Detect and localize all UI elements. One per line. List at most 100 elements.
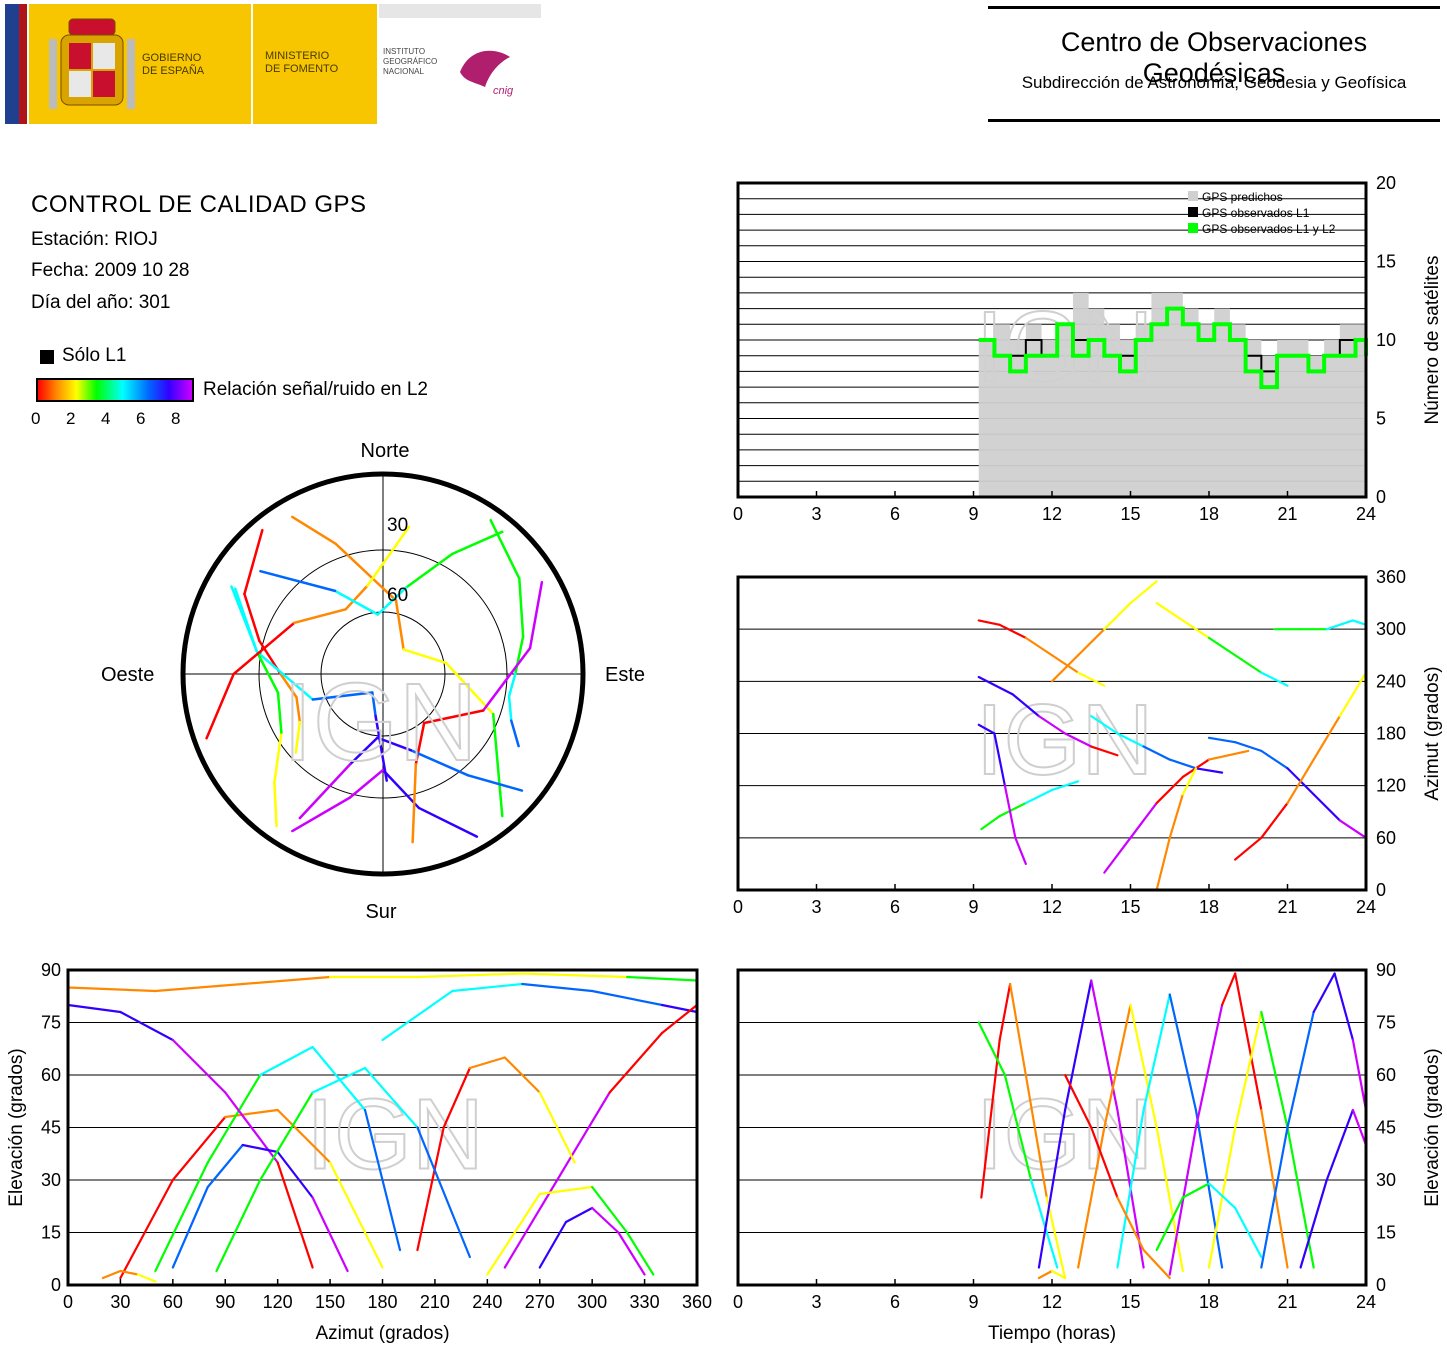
data-track-segment: [1351, 619, 1368, 626]
data-track-segment: [119, 1010, 174, 1042]
data-track-segment: [1024, 788, 1054, 805]
legend-entry: GPS predichos: [1202, 190, 1283, 204]
skyplot-track-segment: [243, 528, 264, 596]
skyplot-track-segment: [409, 748, 470, 777]
skyplot-track-segment: [376, 736, 412, 752]
data-track-segment: [1338, 819, 1368, 839]
data-track-segment: [1325, 619, 1355, 631]
data-track-segment: [503, 1178, 559, 1269]
colorbar-tick: 8: [171, 409, 181, 428]
colorbar-tick: 0: [31, 409, 41, 428]
data-track-segment: [1207, 736, 1237, 744]
center-title: Centro de Observaciones Geodésicas: [1060, 27, 1368, 88]
skyplot-track-segment: [294, 720, 302, 754]
data-track-segment: [1037, 1269, 1054, 1280]
gov-yellow-block: GOBIERNO DE ESPAÑA: [29, 4, 251, 124]
data-track-segment: [1312, 793, 1341, 822]
l1-only-label: Sólo L1: [62, 345, 127, 366]
x-tick-label: 6: [890, 504, 900, 524]
watermark-text: IGN: [976, 1078, 1154, 1190]
data-track-segment: [1234, 1010, 1263, 1129]
data-track-segment: [154, 1161, 209, 1273]
y-tick-label: 75: [1376, 1013, 1396, 1033]
data-track-segment: [1077, 628, 1106, 657]
y-tick-label: 60: [1376, 1065, 1396, 1085]
data-track-segment: [1312, 972, 1336, 1014]
gov-line2: DE ESPAÑA: [142, 65, 205, 77]
l1-only-swatch: [40, 350, 54, 364]
cnig-text: cnig: [493, 85, 514, 97]
colorbar-tick: 2: [66, 409, 76, 428]
y-tick-label: 15: [1376, 1223, 1396, 1243]
data-track-segment: [977, 675, 1014, 696]
data-track-segment: [1220, 972, 1237, 1007]
data-track-segment: [1234, 972, 1263, 1112]
watermark-text: IGN: [282, 661, 478, 784]
y-tick-label: 180: [1376, 724, 1406, 744]
skyplot-track-segment: [334, 542, 398, 602]
skyplot-track-segment: [291, 515, 337, 545]
skyplot-track-segment: [451, 530, 504, 556]
x-tick-label: 360: [682, 1292, 712, 1312]
skyplot-track-segment: [366, 525, 411, 588]
data-track-segment: [521, 982, 594, 993]
x-tick-label: 24: [1356, 897, 1376, 917]
x-tick-label: 90: [215, 1292, 235, 1312]
skyplot-track-segment: [402, 648, 448, 665]
data-track-segment: [1090, 745, 1119, 757]
data-track-segment: [1260, 1010, 1289, 1129]
x-tick-label: 9: [968, 1292, 978, 1312]
skyplot-track-segment: [422, 709, 485, 725]
data-track-segment: [1351, 1108, 1368, 1147]
x-tick-label: 24: [1356, 1292, 1376, 1312]
data-track-segment: [1014, 836, 1027, 866]
data-track-segment: [1063, 732, 1093, 748]
skyplot-track-segment: [489, 518, 521, 580]
flag-blue-strip: [5, 4, 19, 124]
y-tick-label: 0: [1376, 487, 1386, 507]
data-track-segment: [1325, 1108, 1355, 1182]
data-track-segment: [1181, 619, 1211, 639]
skyplot-track-segment: [466, 774, 524, 792]
data-track-segment: [1312, 715, 1341, 761]
data-track-segment: [259, 1045, 314, 1077]
data-track-segment: [1194, 1003, 1224, 1129]
data-track-segment: [1338, 671, 1368, 718]
data-track-segment: [1037, 1108, 1067, 1269]
x-tick-label: 120: [263, 1292, 293, 1312]
y-tick-label: 45: [1376, 1118, 1396, 1138]
data-track-segment: [101, 1269, 122, 1280]
data-track-segment: [1207, 749, 1250, 761]
y-tick-label: 5: [1376, 409, 1386, 429]
data-track-segment: [980, 814, 1001, 831]
data-track-segment: [1142, 745, 1171, 761]
skyplot-track-segment: [394, 599, 405, 651]
x-tick-label: 3: [811, 897, 821, 917]
data-track-segment: [215, 1178, 262, 1273]
data-track-segment: [591, 989, 664, 1007]
data-track-segment: [1155, 775, 1184, 805]
data-track-segment: [486, 1192, 541, 1276]
data-track-segment: [119, 1269, 139, 1276]
data-track-segment: [591, 1185, 629, 1234]
data-track-segment: [276, 1108, 332, 1164]
x-axis-label: Azimut (grados): [315, 1323, 449, 1344]
colorbar-tick: 4: [101, 409, 111, 428]
y-axis-label: Número de satélites: [1422, 256, 1443, 425]
x-tick-label: 30: [110, 1292, 130, 1312]
data-track-segment: [1260, 801, 1289, 839]
x-tick-label: 18: [1199, 897, 1219, 917]
data-track-segment: [1029, 1178, 1059, 1269]
skyplot-track-segment: [381, 768, 421, 810]
data-track-segment: [1207, 636, 1237, 657]
x-tick-label: 18: [1199, 504, 1219, 524]
x-tick-label: 15: [1120, 897, 1140, 917]
x-tick-label: 12: [1042, 504, 1062, 524]
x-tick-label: 150: [315, 1292, 345, 1312]
x-tick-label: 330: [630, 1292, 660, 1312]
x-tick-label: 60: [163, 1292, 183, 1312]
data-track-segment: [206, 1073, 262, 1164]
direction-west: Oeste: [101, 664, 154, 686]
x-tick-label: 21: [1277, 1292, 1297, 1312]
